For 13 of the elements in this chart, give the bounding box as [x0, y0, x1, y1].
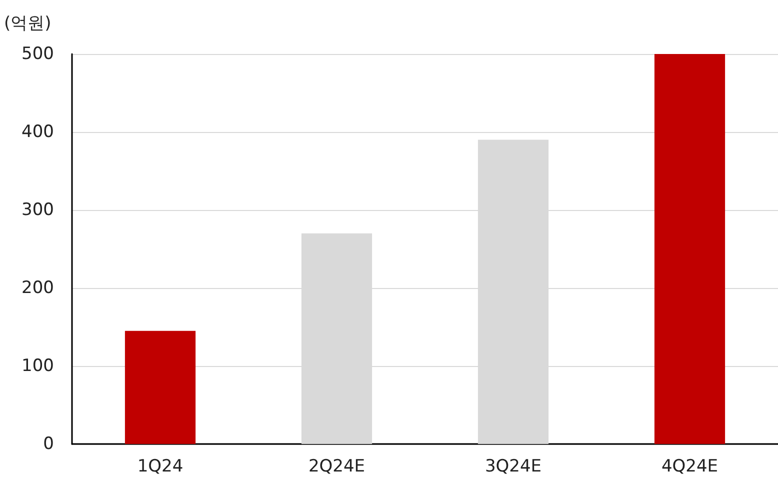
y-tick-label: 0	[43, 434, 54, 454]
y-tick-label: 100	[22, 356, 54, 376]
x-tick-label: 1Q24	[137, 456, 184, 476]
y-tick-label: 400	[22, 122, 54, 142]
bar	[654, 54, 726, 444]
x-tick-label: 2Q24E	[308, 456, 366, 476]
y-axis-title: (억원)	[4, 14, 52, 34]
y-tick-label: 200	[22, 278, 54, 298]
y-tick-label: 500	[22, 44, 54, 64]
x-tick-label: 4Q24E	[661, 456, 718, 476]
y-tick-label: 300	[22, 200, 54, 220]
bar	[124, 330, 196, 444]
x-tick-label: 3Q24E	[484, 456, 542, 476]
